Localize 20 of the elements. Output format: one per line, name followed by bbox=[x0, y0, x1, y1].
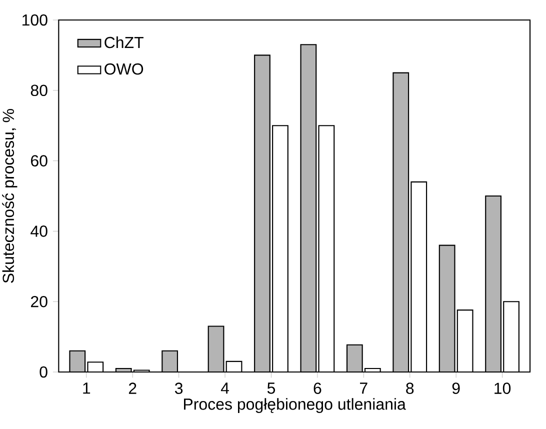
y-tick-label: 100 bbox=[22, 14, 48, 26]
y-tick-label: 80 bbox=[30, 84, 48, 96]
y-axis-title: Skuteczność procesu, % bbox=[2, 109, 18, 283]
x-tick-label: 7 bbox=[360, 382, 368, 394]
y-tick-label: 60 bbox=[31, 155, 48, 166]
y-tick-label: 40 bbox=[30, 226, 48, 237]
x-tick-label: 2 bbox=[128, 382, 136, 394]
x-tick-label: 1 bbox=[83, 382, 90, 394]
y-tick-label: 20 bbox=[30, 296, 48, 308]
x-tick-label: 6 bbox=[314, 382, 322, 394]
x-tick-label: 3 bbox=[174, 382, 183, 394]
x-tick-label: 5 bbox=[267, 382, 275, 394]
x-axis-title: Proces pogłębionego utleniania bbox=[184, 398, 406, 413]
legend-label: OWO bbox=[104, 63, 144, 75]
y-tick-label: 0 bbox=[40, 366, 48, 378]
x-tick-label: 4 bbox=[220, 382, 229, 394]
legend-label: ChZT bbox=[104, 36, 144, 48]
x-tick-label: 8 bbox=[406, 382, 414, 394]
x-tick-label: 9 bbox=[452, 382, 460, 394]
x-tick-label: 10 bbox=[494, 382, 511, 394]
